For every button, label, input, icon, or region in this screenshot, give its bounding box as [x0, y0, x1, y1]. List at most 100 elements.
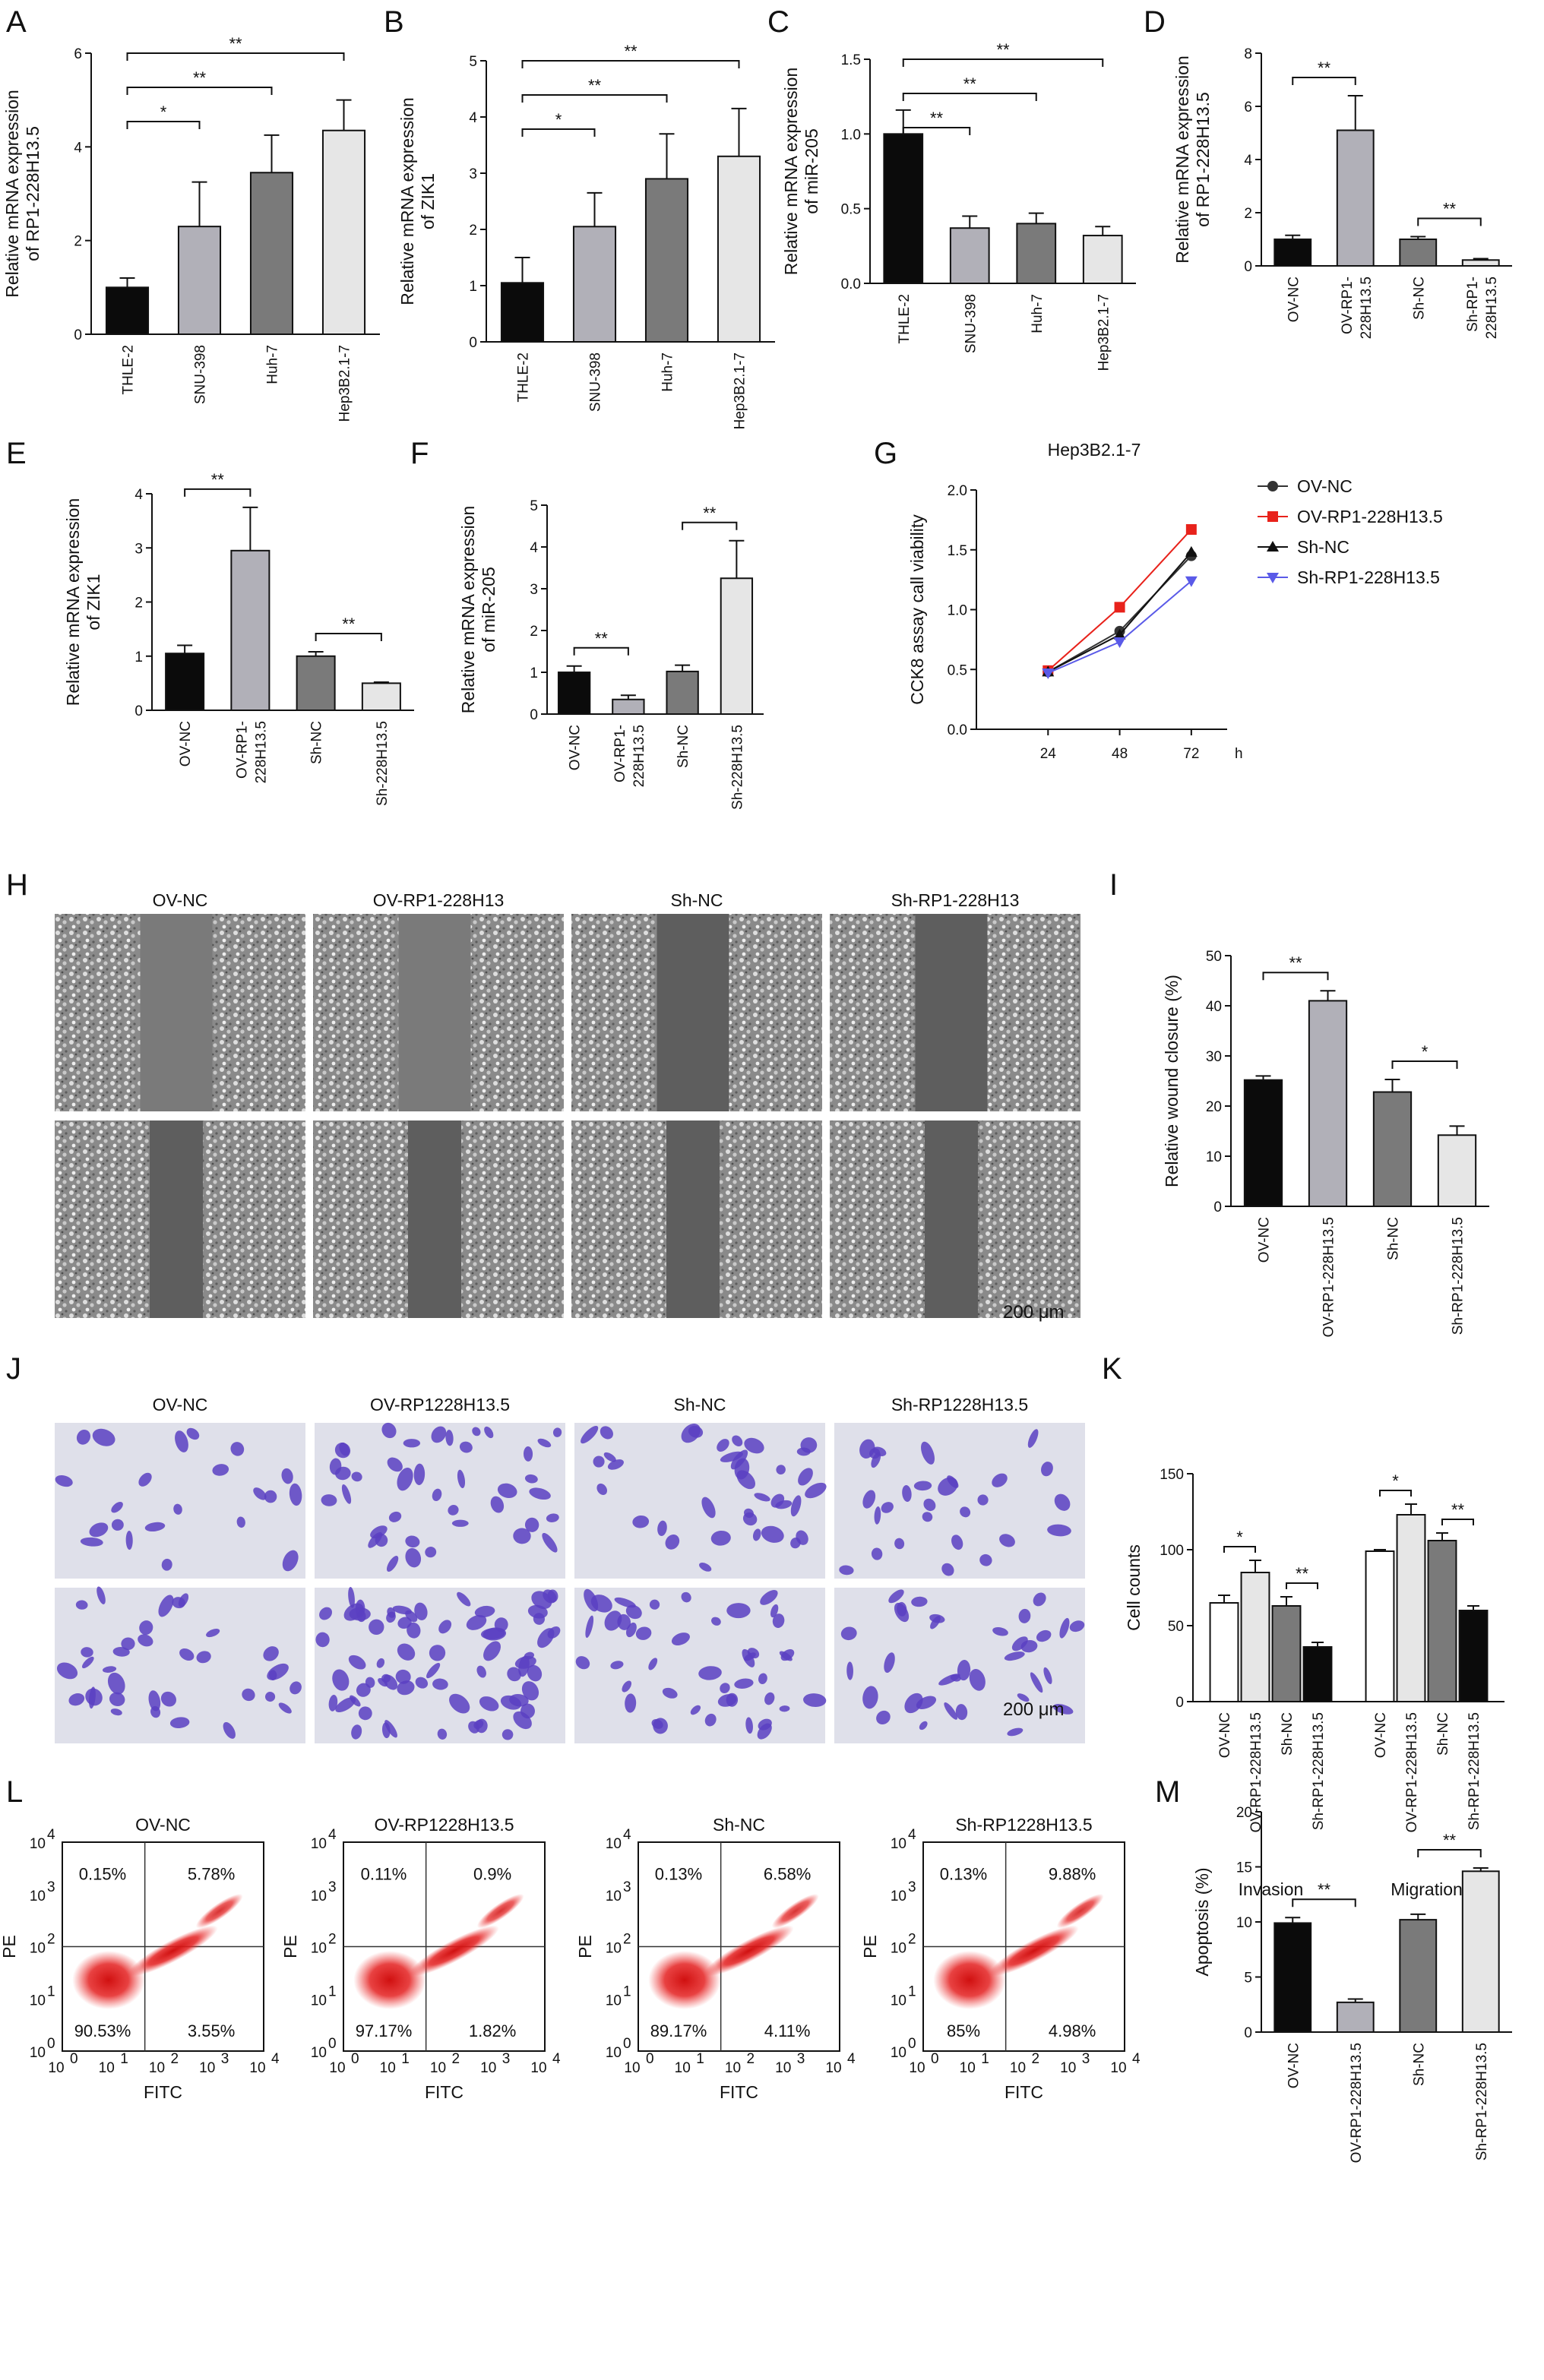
- quadrant-upper-left: 0.15%: [79, 1865, 126, 1884]
- stained-cell: [840, 1626, 857, 1641]
- y-decade-exponent: 2: [623, 1932, 631, 1948]
- stained-cell: [529, 1487, 551, 1500]
- stained-cell: [150, 1705, 161, 1718]
- y-tick-label: 5: [469, 54, 477, 70]
- stained-cell: [107, 1672, 125, 1695]
- x-tick-label-group: OV-RP1-228H13.5: [1321, 1217, 1337, 1337]
- y-tick-label: 0.0: [948, 722, 967, 738]
- x-decade-base: 10: [1010, 2060, 1026, 2076]
- stained-cell: [236, 1516, 245, 1528]
- data-point: [1185, 523, 1197, 535]
- flow-density-tail: [128, 1925, 218, 1977]
- stained-cell: [474, 1605, 495, 1618]
- stained-cell: [922, 1512, 933, 1522]
- y-decade-base: 10: [891, 2045, 906, 2061]
- y-tick-label: 1.0: [948, 603, 967, 619]
- stained-cell: [625, 1604, 642, 1620]
- x-decade-base: 10: [99, 2060, 115, 2076]
- stained-cell: [111, 1519, 124, 1531]
- x-decade-base: 10: [380, 2060, 396, 2076]
- flow-density-tail: [704, 1925, 794, 1977]
- x-tick-label: OV-RP1-: [234, 721, 250, 779]
- x-tick-label: 24: [1040, 746, 1057, 762]
- x-tick-label: Hep3B2.1-7: [732, 352, 748, 429]
- flow-density-cloud: [353, 1951, 426, 2009]
- stained-cell: [711, 1617, 721, 1626]
- stained-cell: [798, 1468, 813, 1486]
- bar: [1399, 239, 1438, 267]
- y-decade-exponent: 0: [47, 2036, 55, 2052]
- stained-cell: [483, 1641, 501, 1661]
- y-tick-label: 3: [134, 541, 143, 557]
- y-axis-label-group: PE: [575, 1935, 595, 1958]
- x-decade-base: 10: [960, 2060, 976, 2076]
- stained-cell: [779, 1651, 793, 1661]
- stained-cell: [1047, 1524, 1071, 1537]
- panel-D: D 0 2 4 6 8 Relative mRNA expression of RP1-22…: [1144, 5, 1512, 339]
- stained-cell: [397, 1467, 413, 1491]
- bar: [1240, 1572, 1270, 1702]
- data-point: [1113, 628, 1126, 640]
- stained-cell: [732, 1435, 743, 1446]
- stained-cell: [951, 1535, 963, 1550]
- sig-label: *: [160, 103, 167, 122]
- y-decade-exponent: 2: [328, 1932, 337, 1948]
- stained-cell: [1011, 1636, 1028, 1651]
- x-axis-label: FITC: [1005, 2082, 1043, 2102]
- sig-bracket: [1391, 1060, 1458, 1070]
- y-tick-label: 2: [469, 223, 477, 239]
- x-decade-base: 10: [480, 2060, 496, 2076]
- y-tick-label: 5: [530, 498, 538, 514]
- stained-cell: [397, 1617, 412, 1629]
- y-decade-exponent: 4: [328, 1827, 337, 1843]
- sig-bracket: [1292, 1898, 1356, 1907]
- stained-cell: [960, 1506, 971, 1518]
- x-tick-label: Sh-NC: [1411, 277, 1427, 320]
- stained-cell: [445, 1430, 454, 1446]
- bar: [165, 653, 205, 711]
- stained-cell: [720, 1451, 743, 1462]
- quadrant-lower-right: 4.11%: [764, 2021, 811, 2040]
- stained-cell: [415, 1677, 429, 1689]
- panel-G: G 0.0 0.5 1.0 1.5 2.0 CCK8 assay call viabili…: [874, 437, 1443, 762]
- stained-cell: [289, 1483, 302, 1506]
- x-decade-exponent: 1: [120, 2051, 128, 2067]
- x-tick-label: 228H13.5: [1484, 277, 1500, 339]
- y-decade-base: 10: [30, 1836, 46, 1852]
- stained-cell: [979, 1553, 992, 1566]
- x-tick-label-group: Sh-RP1-228H13.5: [1465, 277, 1500, 339]
- sig-bracket: [1379, 1490, 1412, 1497]
- stained-cell: [290, 1681, 302, 1695]
- stained-cell: [1059, 1617, 1070, 1639]
- stained-cell: [590, 1595, 612, 1613]
- stained-cell: [370, 1525, 388, 1539]
- image-column-title: Sh-RP1-228H13: [891, 890, 1020, 910]
- sig-label: **: [996, 40, 1010, 59]
- panel-L: L OV-NC0.15% 5.78%90.53% 3.55%100100101101…: [0, 1775, 1141, 2102]
- sig-bracket: [1292, 77, 1356, 85]
- x-decade-base: 10: [530, 2060, 546, 2076]
- y-decade-base: 10: [606, 2045, 622, 2061]
- stained-cell: [109, 1692, 125, 1707]
- y-axis-label: of RP1-228H13.5: [23, 126, 43, 261]
- stained-cell: [1030, 1672, 1043, 1693]
- y-axis-label: of miR-205: [802, 128, 821, 213]
- bar-chart-c: 0.0 0.5 1.0 1.5 Relative mRNA expression of m…: [781, 40, 1136, 371]
- scale-bar-label: 200 μm: [1003, 1302, 1065, 1323]
- stained-cell: [734, 1458, 750, 1480]
- bar: [572, 226, 617, 343]
- x-tick-label: OV-RP1-228H13.5: [1349, 2043, 1365, 2163]
- panel-M: M 0 5 10 15 20 Apoptosis (%) OV-NC OV-RP1-228H1…: [1155, 1775, 1512, 2163]
- panel-label: L: [6, 1775, 23, 1809]
- stained-cell: [671, 1632, 690, 1645]
- flow-density-tail: [989, 1925, 1079, 1977]
- bar-chart-d: 0 2 4 6 8 Relative mRNA expression of RP1-228H…: [1172, 46, 1512, 339]
- stained-cell: [649, 1599, 660, 1610]
- flow-density-tail: [195, 1894, 243, 1929]
- stained-cell: [206, 1629, 220, 1638]
- y-axis-label: PE: [280, 1935, 300, 1958]
- y-axis-label: Relative mRNA expression: [63, 498, 83, 706]
- stained-cell: [1069, 1620, 1085, 1632]
- stained-cell: [790, 1495, 802, 1517]
- panel-J: J OV-NC OV-RP1228H13.5 Sh-NC Sh-RP1228H13.5…: [6, 1352, 1085, 1743]
